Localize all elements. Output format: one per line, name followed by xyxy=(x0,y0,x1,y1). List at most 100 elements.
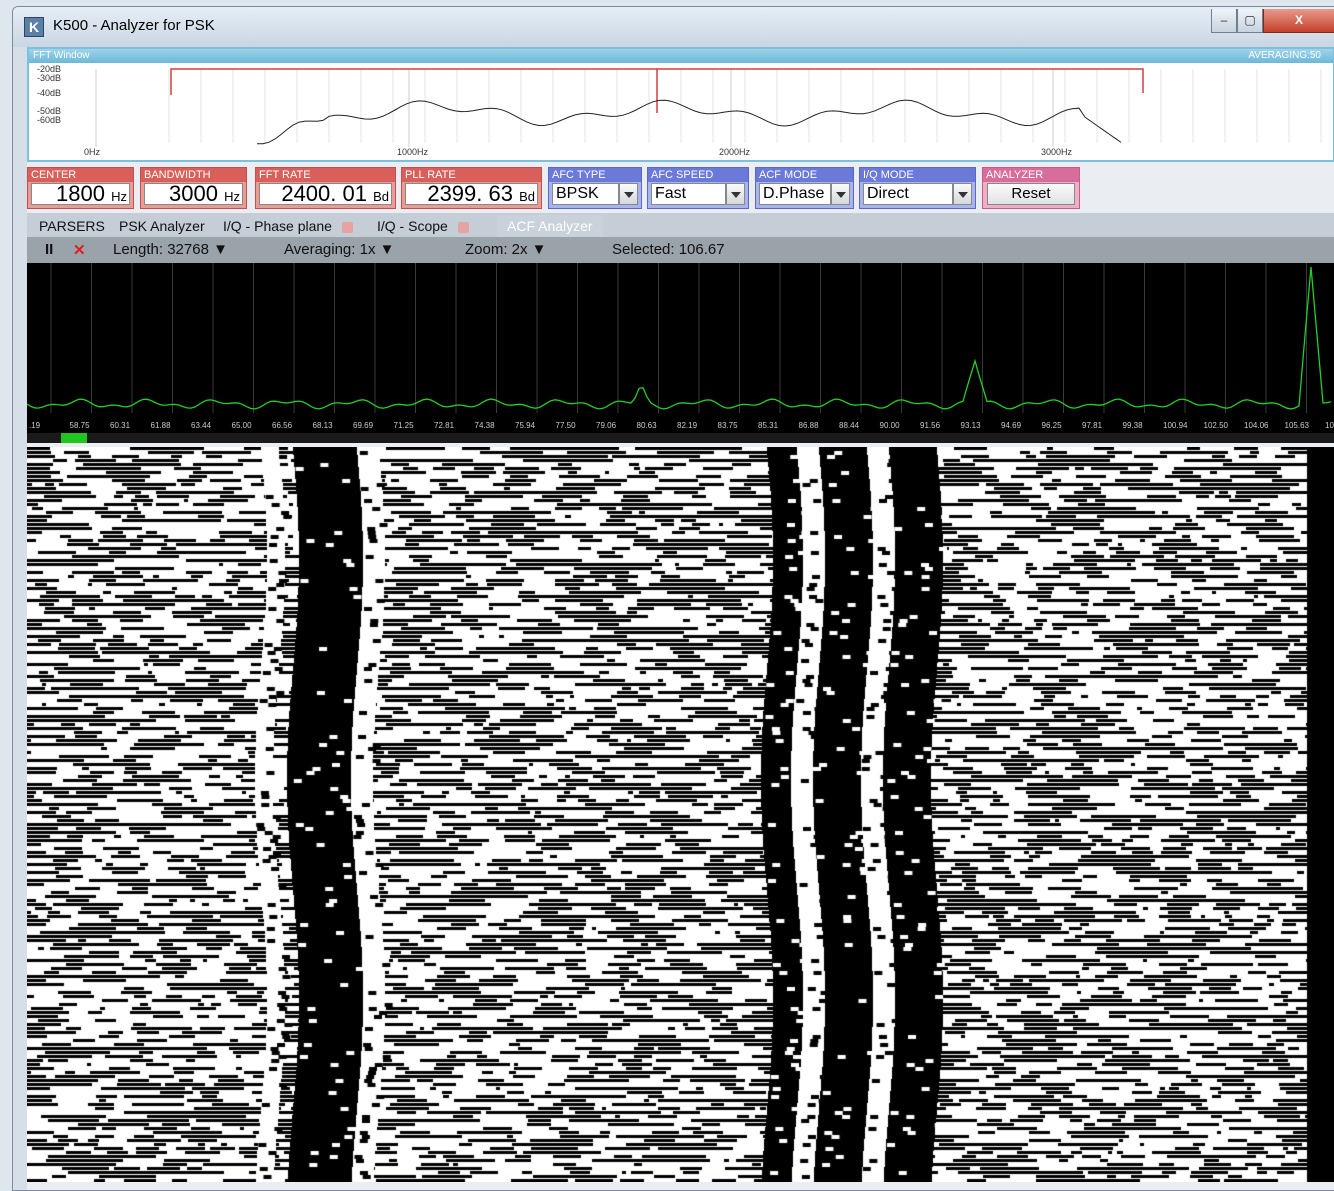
lag-tick-label: 104.06 xyxy=(1244,421,1269,430)
lag-tick-label: 100.94 xyxy=(1163,421,1188,430)
afc-type-control[interactable]: AFC TYPE BPSK xyxy=(548,167,642,209)
fft-plot[interactable]: -20dB -30dB -40dB -50dB -60dB 0Hz 1000Hz 2000Hz… xyxy=(29,63,1333,160)
acf-scrollbar[interactable] xyxy=(27,433,1334,443)
lag-tick-label: 74.38 xyxy=(475,421,496,430)
acf-toolbar: II ✕ Length: 32768 ▼ Averaging: 1x ▼ Zoo… xyxy=(27,237,1334,263)
tab-psk-analyzer[interactable]: PSK Analyzer xyxy=(119,218,205,234)
lag-tick-label: .19 xyxy=(29,421,41,430)
close-tab-icon[interactable] xyxy=(457,221,469,233)
analyzer-control: ANALYZER Reset xyxy=(982,167,1080,209)
window-title: K500 - Analyzer for PSK xyxy=(53,17,215,34)
title-bar[interactable]: K K500 - Analyzer for PSK – ▢ X xyxy=(13,7,1334,47)
bit-pattern-display[interactable] xyxy=(27,447,1334,1182)
length-select[interactable]: Length: 32768 ▼ xyxy=(113,241,228,258)
tab-iq-phase-plane[interactable]: I/Q - Phase plane xyxy=(223,215,353,237)
center-unit: Hz xyxy=(111,189,127,204)
afc-type-label: AFC TYPE xyxy=(549,168,641,182)
app-k-icon: K xyxy=(24,17,44,37)
lag-tick-label: 83.75 xyxy=(718,421,739,430)
spectrum-trace xyxy=(256,99,1122,145)
lag-tick-label: 61.88 xyxy=(151,421,172,430)
scroll-thumb[interactable] xyxy=(61,433,87,443)
db-label: -30dB xyxy=(37,73,61,83)
lag-tick-label: 97.81 xyxy=(1082,421,1103,430)
lag-tick-label: 90.00 xyxy=(880,421,901,430)
lag-tick-label: 105.63 xyxy=(1285,421,1310,430)
averaging-select[interactable]: Averaging: 1x ▼ xyxy=(284,241,395,258)
fft-rate-unit: Bd xyxy=(373,189,389,204)
iq-mode-select[interactable]: Direct xyxy=(863,183,953,205)
afc-speed-select[interactable]: Fast xyxy=(651,183,726,205)
lag-tick-label: 72.81 xyxy=(434,421,455,430)
db-label: -50dB xyxy=(37,106,61,116)
iq-mode-label: I/Q MODE xyxy=(860,168,975,182)
fft-rate-field[interactable]: 2400. 01 Bd xyxy=(259,183,392,205)
pll-rate-label: PLL RATE xyxy=(402,168,541,182)
acf-mode-control[interactable]: ACF MODE D.Phase xyxy=(755,167,854,209)
center-field[interactable]: 1800 Hz xyxy=(31,183,130,205)
maximize-button[interactable]: ▢ xyxy=(1237,9,1263,33)
lag-tick-label: 63.44 xyxy=(191,421,212,430)
lag-tick-label: 94.69 xyxy=(1001,421,1022,430)
minimize-button[interactable]: – xyxy=(1211,9,1237,33)
stop-button[interactable]: ✕ xyxy=(73,242,86,259)
acf-mode-select[interactable]: D.Phase xyxy=(759,183,831,205)
lag-tick-label: 82.19 xyxy=(677,421,698,430)
lag-tick-label: 93.13 xyxy=(961,421,982,430)
pll-rate-control[interactable]: PLL RATE 2399. 63 Bd xyxy=(401,167,542,209)
fft-header: FFT Window AVERAGING:50 xyxy=(29,49,1333,63)
lag-tick-label: 60.31 xyxy=(110,421,131,430)
afc-type-dropdown-icon[interactable] xyxy=(619,183,638,205)
center-label: CENTER xyxy=(28,168,133,182)
afc-speed-control[interactable]: AFC SPEED Fast xyxy=(647,167,749,209)
pll-rate-value: 2399. 63 xyxy=(427,183,513,205)
fft-averaging: AVERAGING:50 xyxy=(1248,50,1321,61)
fft-rate-control[interactable]: FFT RATE 2400. 01 Bd xyxy=(255,167,396,209)
pll-rate-unit: Bd xyxy=(519,189,535,204)
pause-button[interactable]: II xyxy=(45,241,54,258)
pll-rate-field[interactable]: 2399. 63 Bd xyxy=(405,183,538,205)
bandwidth-value: 3000 xyxy=(169,183,218,205)
bit-pattern-canvas xyxy=(27,447,1334,1182)
lag-tick-label: 88.44 xyxy=(839,421,860,430)
bandwidth-field[interactable]: 3000 Hz xyxy=(144,183,243,205)
freq-label: 0Hz xyxy=(84,147,101,157)
lag-tick-label: 96.25 xyxy=(1042,421,1063,430)
reset-button[interactable]: Reset xyxy=(987,183,1075,205)
lag-tick-label: 80.63 xyxy=(637,421,658,430)
center-control[interactable]: CENTER 1800 Hz xyxy=(27,167,134,209)
freq-label: 2000Hz xyxy=(719,147,751,157)
tab-bar: PARSERS PSK Analyzer I/Q - Phase plane I… xyxy=(27,213,1334,237)
bandwidth-label: BANDWIDTH xyxy=(141,168,246,182)
main-panel: FFT Window AVERAGING:50 -20dB -30dB -40dB -… xyxy=(26,47,1334,1190)
fft-rate-value: 2400. 01 xyxy=(281,183,367,205)
tab-acf-analyzer[interactable]: ACF Analyzer xyxy=(497,215,603,237)
close-tab-icon[interactable] xyxy=(341,221,353,233)
freq-label: 1000Hz xyxy=(397,147,429,157)
afc-type-select[interactable]: BPSK xyxy=(552,183,619,205)
analyzer-label: ANALYZER xyxy=(983,168,1079,182)
fft-title: FFT Window xyxy=(33,50,90,61)
afc-speed-label: AFC SPEED xyxy=(648,168,748,182)
close-button[interactable]: X xyxy=(1263,9,1334,33)
zoom-select[interactable]: Zoom: 2x ▼ xyxy=(465,241,547,258)
iq-mode-dropdown-icon[interactable] xyxy=(953,183,972,205)
tab-parsers[interactable]: PARSERS xyxy=(39,218,105,234)
tab-iq-scope[interactable]: I/Q - Scope xyxy=(377,215,469,237)
db-label: -60dB xyxy=(37,115,61,125)
lag-tick-label: 77.50 xyxy=(556,421,577,430)
lag-tick-label: 79.06 xyxy=(596,421,617,430)
iq-mode-control[interactable]: I/Q MODE Direct xyxy=(859,167,976,209)
bandwidth-marker xyxy=(170,68,1144,113)
lag-tick-label: 85.31 xyxy=(758,421,779,430)
acf-plot[interactable]: .19 58.75 60.31 61.88 63.44 65.00 66.56 68.13 69… xyxy=(26,263,1334,433)
lag-tick-label: 58.75 xyxy=(70,421,91,430)
lag-tick-label: 86.88 xyxy=(799,421,820,430)
afc-speed-dropdown-icon[interactable] xyxy=(726,183,745,205)
acf-mode-dropdown-icon[interactable] xyxy=(831,183,850,205)
acf-trace xyxy=(26,267,1332,410)
lag-tick-label: 107.19 xyxy=(1325,421,1334,430)
bandwidth-control[interactable]: BANDWIDTH 3000 Hz xyxy=(140,167,247,209)
fft-rate-label: FFT RATE xyxy=(256,168,395,182)
selected-readout: Selected: 106.67 xyxy=(612,241,725,258)
